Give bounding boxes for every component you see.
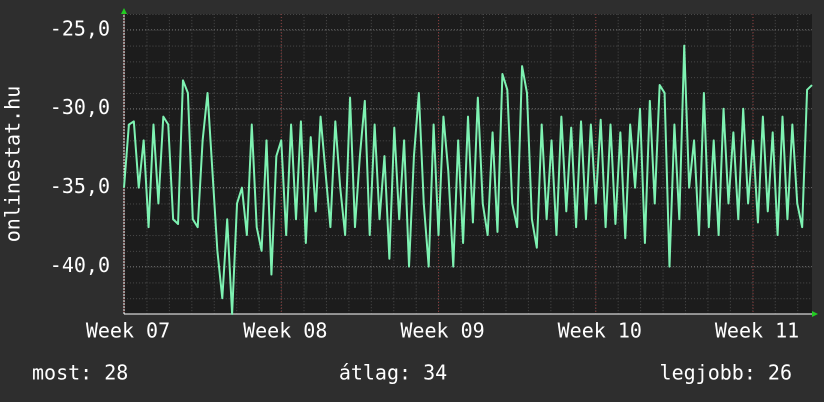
x-tick-label: Week 09 (400, 319, 484, 343)
y-tick-label: -40,0 (50, 253, 110, 277)
footer-average: átlag: 34 (339, 361, 447, 385)
x-tick-label: Week 11 (715, 319, 799, 343)
x-tick-label: Week 07 (86, 319, 170, 343)
x-tick-label: Week 10 (558, 319, 642, 343)
minor-grid (124, 14, 812, 314)
x-tick-label: Week 08 (243, 319, 327, 343)
x-arrow (812, 311, 818, 317)
footer-current: most: 28 (32, 361, 128, 385)
data-line (123, 44, 813, 315)
y-tick-label: -35,0 (50, 174, 110, 198)
y-tick-label: -30,0 (50, 95, 110, 119)
y-axis-label: onlinestat.hu (1, 86, 25, 243)
footer-best: legjobb: 26 (660, 361, 792, 385)
y-arrow (121, 8, 127, 14)
y-tick-label: -25,0 (50, 16, 110, 40)
